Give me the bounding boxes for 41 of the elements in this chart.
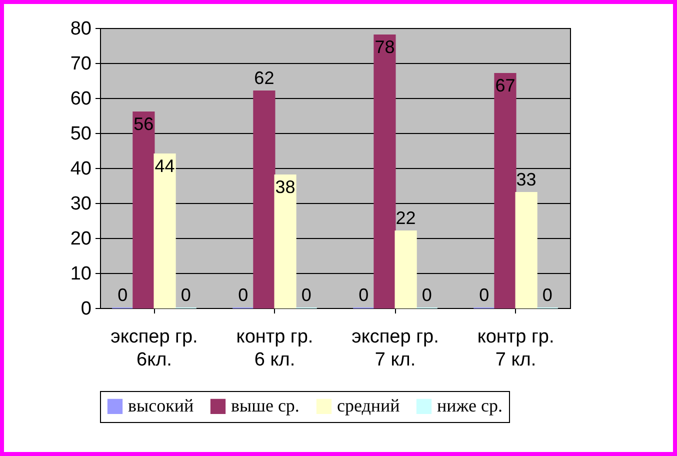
y-tick-label: 70 [70, 54, 92, 74]
data-label: 56 [134, 114, 154, 134]
data-label: 0 [180, 285, 191, 305]
legend-label: средний [337, 395, 400, 416]
y-tick-label: 40 [70, 158, 92, 180]
data-label: 0 [542, 285, 552, 305]
y-tick-label: 20 [70, 228, 92, 250]
y-tick-label: 0 [80, 298, 92, 320]
x-tick-label: контр гр. 7 кл. [477, 326, 554, 370]
bar [154, 154, 176, 308]
bar [253, 90, 276, 308]
legend-label: высокий [128, 395, 194, 416]
data-label: 0 [238, 285, 248, 305]
data-label: 62 [254, 68, 274, 88]
data-label: 0 [479, 285, 490, 305]
bar [515, 192, 538, 308]
data-label: 22 [396, 208, 416, 228]
y-tick-label: 30 [70, 194, 92, 214]
y-tick-label: 50 [70, 124, 92, 144]
legend-label: выше ср. [231, 395, 300, 416]
x-tick-label: экспер гр. 6кл. [110, 326, 198, 370]
data-label: 0 [358, 285, 369, 305]
bar [274, 174, 296, 308]
bar [132, 112, 155, 308]
x-tick-label: контр гр. 6 кл. [236, 326, 314, 370]
y-tick-label: 10 [70, 264, 92, 284]
data-label: 0 [301, 285, 312, 305]
data-label: 67 [495, 76, 516, 96]
x-tick-label: экспер гр. 7 кл. [352, 326, 439, 370]
y-tick-label: 80 [70, 18, 92, 40]
data-label: 0 [422, 285, 432, 305]
data-label: 33 [516, 170, 536, 190]
bar [374, 34, 396, 308]
bar [494, 73, 516, 308]
data-label: 0 [118, 285, 128, 305]
bar [394, 230, 417, 308]
legend-label: ниже ср. [437, 395, 502, 416]
data-label: 44 [154, 156, 175, 176]
data-label: 78 [374, 37, 395, 57]
y-tick-label: 60 [70, 88, 92, 110]
data-label: 38 [275, 177, 296, 197]
